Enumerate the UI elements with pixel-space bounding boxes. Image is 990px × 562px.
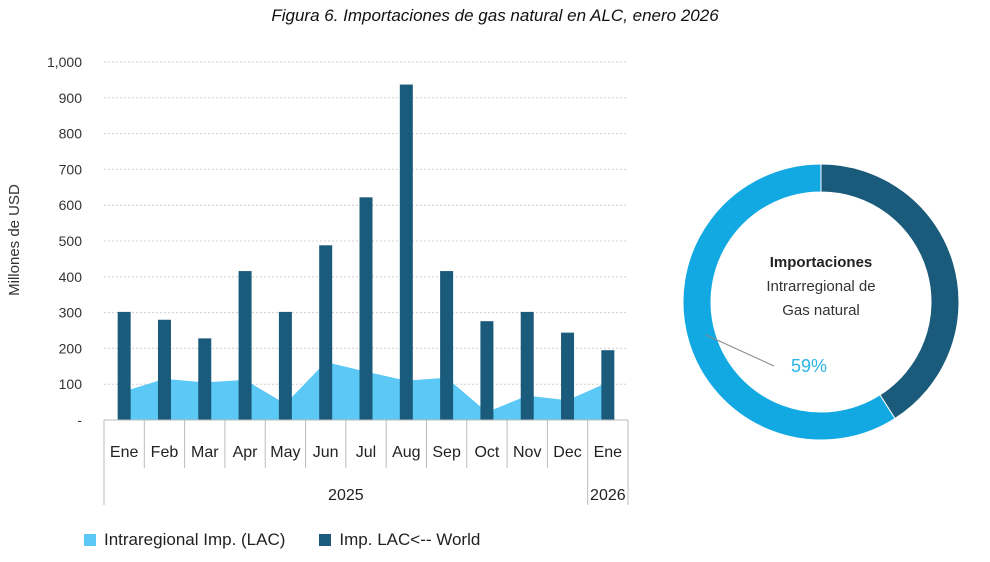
x-tick-label: Ene — [110, 444, 139, 461]
bar-world — [157, 319, 171, 420]
donut-chart — [682, 163, 960, 441]
bar-world — [319, 245, 333, 420]
bar-world — [480, 321, 494, 420]
x-tick-label: Mar — [191, 444, 219, 461]
y-tick-label: - — [77, 412, 82, 428]
y-axis-ticks: - 100 200 300 400 500 600 700 800 900 1,000 — [47, 54, 82, 428]
figure-title: Figura 6. Importaciones de gas natural e… — [271, 6, 719, 25]
legend-label-world: Imp. LAC<-- World — [339, 530, 481, 549]
x-tick-label: Sep — [432, 444, 461, 461]
bar-world — [117, 311, 131, 420]
bar-world — [198, 338, 212, 420]
y-tick-label: 500 — [59, 233, 83, 249]
y-tick-label: 800 — [59, 126, 83, 142]
bar-world — [278, 311, 292, 420]
x-axis: Ene Feb Mar Apr May Jun Jul Aug Sep Oct Nov Dec Ene 2… — [103, 419, 629, 505]
donut-labels: Importaciones Intrarregional de Gas natu… — [705, 254, 876, 376]
x-tick-label: Feb — [151, 444, 179, 461]
y-tick-label: 1,000 — [47, 54, 82, 70]
legend-swatch-world — [319, 534, 332, 546]
bar-world — [359, 197, 373, 420]
y-tick-label: 700 — [59, 161, 83, 177]
legend-item-world: Imp. LAC<-- World — [319, 530, 480, 550]
legend-label-intraregional: Intraregional Imp. (LAC) — [104, 530, 286, 549]
y-tick-label: 100 — [59, 376, 83, 392]
x-tick-label: Jul — [356, 444, 376, 461]
x-tick-label: Nov — [513, 444, 541, 461]
x-tick-label: Aug — [392, 444, 420, 461]
donut-label-line1: Importaciones — [770, 254, 873, 271]
donut-label-line3: Gas natural — [782, 302, 860, 319]
bar-world — [561, 332, 575, 420]
bar-world — [601, 350, 615, 420]
legend: Intraregional Imp. (LAC) Imp. LAC<-- Wor… — [84, 530, 480, 550]
donut-percentage: 59% — [791, 356, 827, 376]
y-tick-label: 900 — [59, 90, 83, 106]
y-axis-label: Millones de USD — [6, 184, 23, 296]
donut-slice-intraregional — [682, 163, 896, 441]
x-tick-label: Apr — [233, 444, 259, 461]
callout-line — [705, 334, 775, 367]
y-tick-label: 300 — [59, 305, 83, 321]
bar-world — [238, 271, 252, 420]
x-tick-label: May — [270, 444, 300, 461]
x-tick-label: Ene — [594, 444, 623, 461]
x-tick-label: Oct — [474, 444, 499, 461]
legend-swatch-intraregional — [84, 534, 96, 546]
bar-world — [520, 311, 534, 420]
y-tick-label: 200 — [59, 340, 83, 356]
x-year-label: 2026 — [590, 487, 626, 504]
world-bar-series — [117, 84, 615, 420]
y-tick-label: 600 — [59, 197, 83, 213]
x-tick-label: Dec — [553, 444, 581, 461]
bar-world — [399, 84, 413, 420]
x-tick-label: Jun — [313, 444, 339, 461]
donut-label-line2: Intrarregional de — [766, 278, 875, 295]
y-tick-label: 400 — [59, 269, 83, 285]
x-year-label: 2025 — [328, 487, 364, 504]
bar-world — [440, 271, 454, 420]
legend-item-intraregional: Intraregional Imp. (LAC) — [84, 530, 285, 550]
